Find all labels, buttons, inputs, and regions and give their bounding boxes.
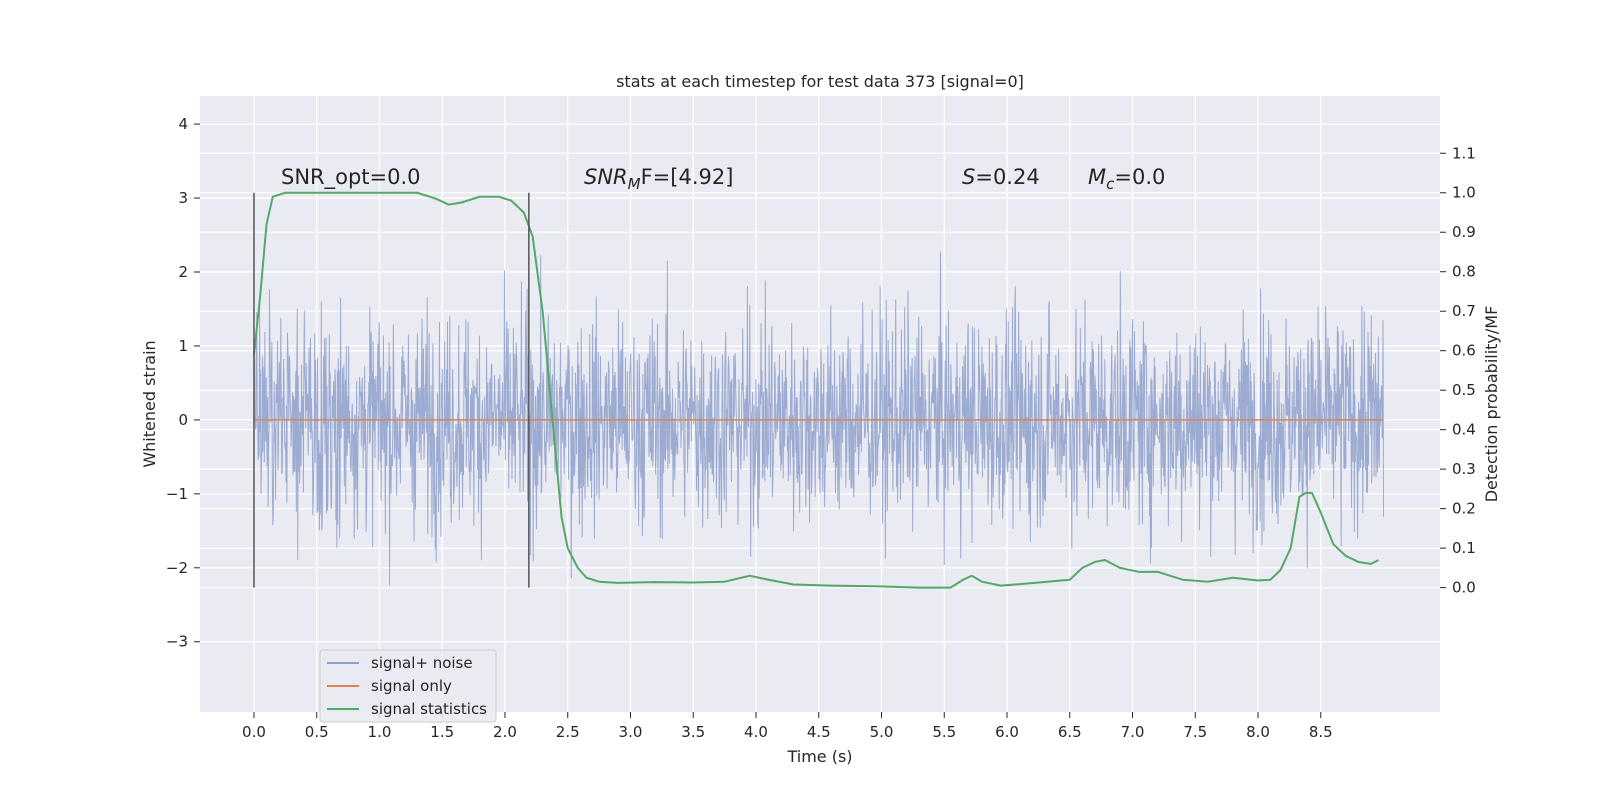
x-tick-label: 6.5 bbox=[1058, 723, 1082, 741]
mc-main: M bbox=[1088, 165, 1106, 189]
y-tick-label: 3 bbox=[178, 189, 188, 207]
axis-ticks: 0.0 0.5 1.0 1.5 2.0 2.5 3.0 3.5 4.0 4.5 5.0 5.5 6.0 6… bbox=[166, 115, 1476, 741]
x-tick-label: 4.0 bbox=[744, 723, 768, 741]
annotation-s: S=0.24 bbox=[962, 165, 1040, 189]
y2-tick-label: 1.0 bbox=[1452, 184, 1476, 202]
legend-box bbox=[319, 649, 497, 723]
snr-mf-rest: F=[4.92] bbox=[641, 165, 734, 189]
y-tick-label: 0 bbox=[178, 411, 188, 429]
x-tick-label: 1.0 bbox=[368, 723, 392, 741]
y-axis-label: Whitened strain bbox=[140, 340, 159, 467]
x-axis-label: Time (s) bbox=[786, 747, 852, 766]
line-series bbox=[252, 191, 1384, 589]
y-tick-label: −1 bbox=[166, 485, 188, 503]
legend-label-signal-noise: signal+ noise bbox=[371, 654, 473, 672]
x-tick-label: 3.0 bbox=[619, 723, 643, 741]
y2-axis-label: Detection probability/MF bbox=[1482, 306, 1501, 503]
chart-title: stats at each timestep for test data 373… bbox=[616, 72, 1024, 91]
x-tick-label: 5.0 bbox=[870, 723, 894, 741]
legend-label-signal-only: signal only bbox=[371, 677, 452, 695]
signal-noise-series bbox=[253, 251, 1385, 586]
signal-noise-line bbox=[253, 251, 1385, 586]
snr-mf-main: SNR bbox=[584, 165, 628, 189]
annotation-mc: Mc=0.0 bbox=[1088, 165, 1165, 193]
x-tick-label: 0.5 bbox=[305, 723, 329, 741]
y2-tick-label: 0.7 bbox=[1452, 302, 1476, 320]
y2-tick-label: 0.8 bbox=[1452, 263, 1476, 281]
x-tick-label: 7.0 bbox=[1121, 723, 1145, 741]
mc-sub: c bbox=[1106, 175, 1115, 193]
y2-tick-label: 0.4 bbox=[1452, 421, 1476, 439]
x-tick-label: 3.5 bbox=[681, 723, 705, 741]
mc-value: =0.0 bbox=[1114, 165, 1165, 189]
y2-tick-label: 1.1 bbox=[1452, 144, 1476, 162]
y2-tick-label: 0.3 bbox=[1452, 460, 1476, 478]
y-tick-label: −2 bbox=[166, 559, 188, 577]
vertical-markers bbox=[253, 192, 530, 588]
x-tick-label: 2.0 bbox=[493, 723, 517, 741]
y2-tick-label: 0.2 bbox=[1452, 500, 1476, 518]
y2-tick-label: 0.1 bbox=[1452, 539, 1476, 557]
signal-statistics-line bbox=[252, 191, 1379, 589]
s-value: =0.24 bbox=[975, 165, 1039, 189]
legend-label-signal-statistics: signal statistics bbox=[371, 700, 487, 718]
y-tick-label: −3 bbox=[166, 633, 188, 651]
s-label: S bbox=[962, 165, 975, 189]
y2-tick-label: 0.5 bbox=[1452, 381, 1476, 399]
y-tick-label: 1 bbox=[178, 337, 188, 355]
x-tick-label: 1.5 bbox=[430, 723, 454, 741]
x-tick-label: 8.0 bbox=[1246, 723, 1270, 741]
x-tick-label: 6.0 bbox=[995, 723, 1019, 741]
snr-mf-sub: M bbox=[628, 175, 641, 193]
x-tick-label: 5.5 bbox=[932, 723, 956, 741]
y2-tick-label: 0.0 bbox=[1452, 579, 1476, 597]
x-tick-label: 7.5 bbox=[1183, 723, 1207, 741]
x-tick-label: 4.5 bbox=[807, 723, 831, 741]
y-tick-label: 2 bbox=[178, 263, 188, 281]
annotation-snr-opt: SNR_opt=0.0 bbox=[281, 165, 421, 190]
y2-tick-label: 0.6 bbox=[1452, 342, 1476, 360]
x-tick-label: 2.5 bbox=[556, 723, 580, 741]
annotation-snr-mf: SNRMF=[4.92] bbox=[584, 165, 733, 193]
y2-tick-label: 0.9 bbox=[1452, 223, 1476, 241]
y-tick-label: 4 bbox=[178, 115, 188, 133]
legend: signal+ noise signal only signal statist… bbox=[319, 649, 497, 723]
x-tick-label: 8.5 bbox=[1309, 723, 1333, 741]
x-tick-label: 0.0 bbox=[242, 723, 266, 741]
